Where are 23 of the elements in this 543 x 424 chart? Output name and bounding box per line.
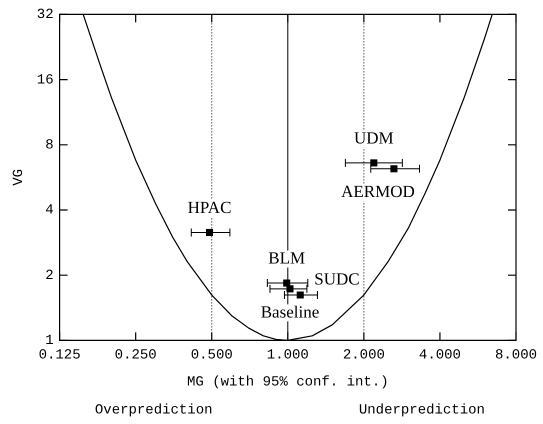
x-tick-label: 0.250 <box>114 348 157 364</box>
x-tick-label: 4.000 <box>418 348 461 364</box>
series-label: AERMOD <box>341 182 415 202</box>
series-label: SUDC <box>314 269 360 288</box>
series-label: HPAC <box>188 198 232 217</box>
y-tick-label: 32 <box>36 7 54 24</box>
y-tick-label: 16 <box>36 72 54 88</box>
series-label: UDM <box>354 128 394 148</box>
x-tick-label: 2.000 <box>342 348 385 364</box>
text: Underprediction <box>358 402 485 419</box>
y-axis-title: VG <box>11 168 28 186</box>
x-axis-title: MG (with 95% conf. int.) <box>186 374 389 390</box>
x-tick-label: 0.500 <box>190 348 233 364</box>
series-label: BLM <box>268 248 306 268</box>
y-tick-label: 4 <box>45 202 54 219</box>
text: Overprediction <box>94 402 213 419</box>
y-tick-label: 2 <box>45 268 54 284</box>
x-tick-label: 1.000 <box>266 348 309 364</box>
x-tick-label: 8.000 <box>494 348 538 364</box>
series-label: Baseline <box>260 302 320 322</box>
y-tick-label: 8 <box>45 138 54 154</box>
x-tick-label: 0.125 <box>38 348 81 364</box>
y-tick-label: 1 <box>45 333 54 350</box>
